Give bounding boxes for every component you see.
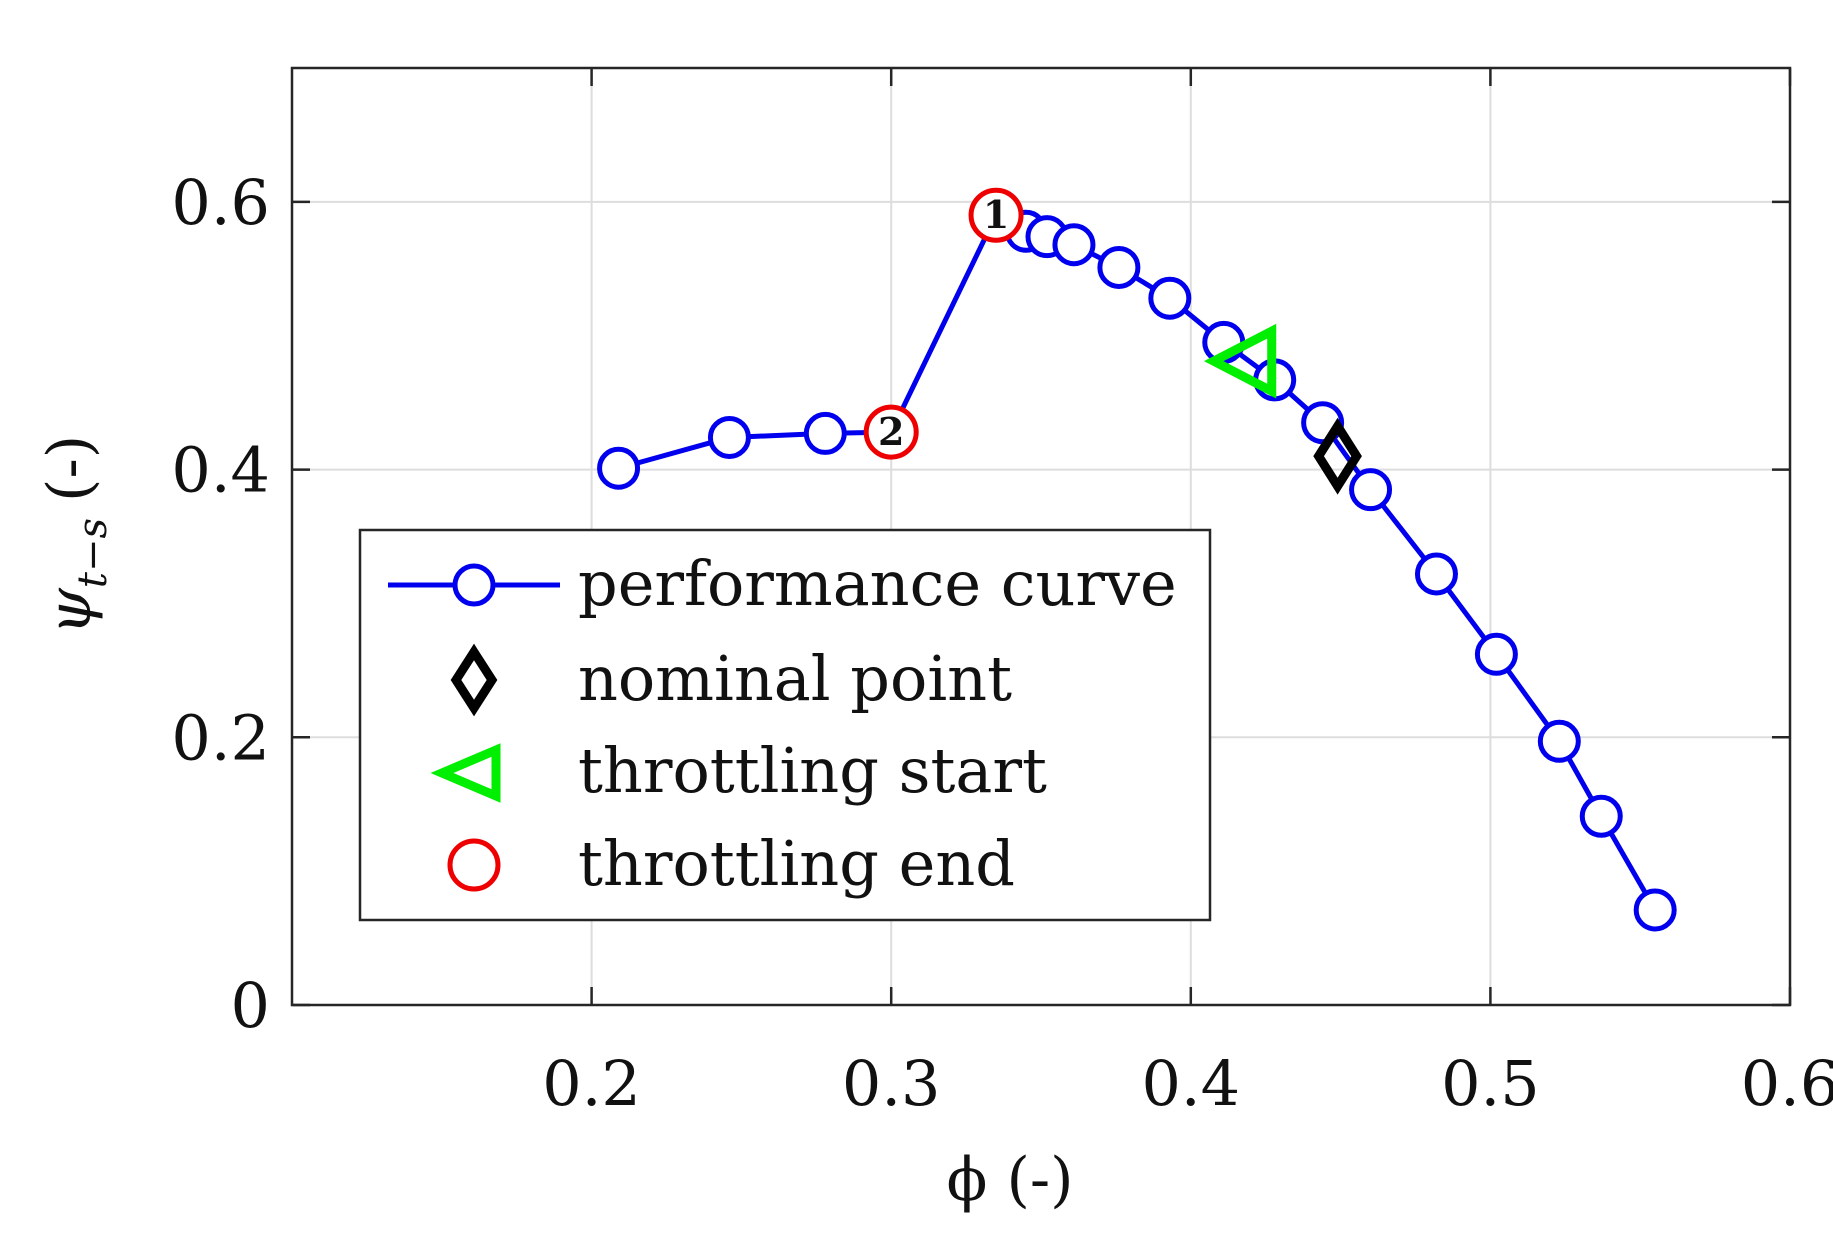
triangle-left-icon [430,743,501,803]
y-tick-label: 0.4 [171,434,270,507]
nominal-point-marker [1313,417,1362,495]
y-tick-label: 0.6 [171,166,270,239]
circle-icon [447,838,501,892]
performance-curve-point [1474,632,1518,676]
plot-area-frame [290,66,1792,1007]
performance-curve-point [1097,245,1141,289]
legend-label: nominal point [578,642,1012,715]
data-series: 12 [597,187,1677,932]
performance-curve-point [1349,468,1393,512]
legend-label: throttling end [578,827,1015,900]
legend-label: performance curve [578,547,1177,620]
legend-entry-nominal-point: nominal point [450,642,1012,717]
legend-circle-icon [452,563,496,607]
y-tick-label: 0.2 [171,701,270,774]
y-axis-label: ψt−s(-) [35,435,116,635]
x-tick-label: 0.2 [542,1047,641,1120]
x-tick-label: 0.3 [842,1047,941,1120]
performance-curve-point [1148,276,1192,320]
legend-entry-throttling-start: throttling start [430,734,1047,807]
throttling-end-marker [863,404,919,460]
legend-entry-throttling-end: throttling end [447,827,1015,900]
legend: performance curve nominal point throttli… [358,528,1212,922]
performance-curve-point [597,446,641,490]
diamond-icon [450,643,498,717]
annotation-label: 1 [983,192,1009,237]
x-axis-label: ϕ (-) [946,1145,1073,1215]
throttling-start-marker [1203,323,1277,399]
performance-curve-point [1414,552,1458,596]
legend-entry-performance-curve: performance curve [388,547,1177,620]
performance-curve-point [1052,223,1096,267]
performance-curve-point [1537,719,1581,763]
legend-label: throttling start [578,734,1047,807]
x-tick-label: 0.4 [1141,1047,1240,1120]
performance-curve-point [707,415,751,459]
performance-curve-point [1579,794,1623,838]
x-tick-label: 0.6 [1741,1047,1833,1120]
annotation-label: 2 [878,409,904,454]
performance-curve-point [803,411,847,455]
x-tick-label: 0.5 [1441,1047,1540,1120]
legend-box [358,528,1212,922]
performance-curve-point [1633,888,1677,932]
y-tick-label: 0 [231,969,270,1042]
throttling-end-marker [968,187,1024,243]
axis-ticks: 0.2 0.3 0.4 0.5 0.6 0 0.2 0.4 0.6 [171,68,1833,1120]
